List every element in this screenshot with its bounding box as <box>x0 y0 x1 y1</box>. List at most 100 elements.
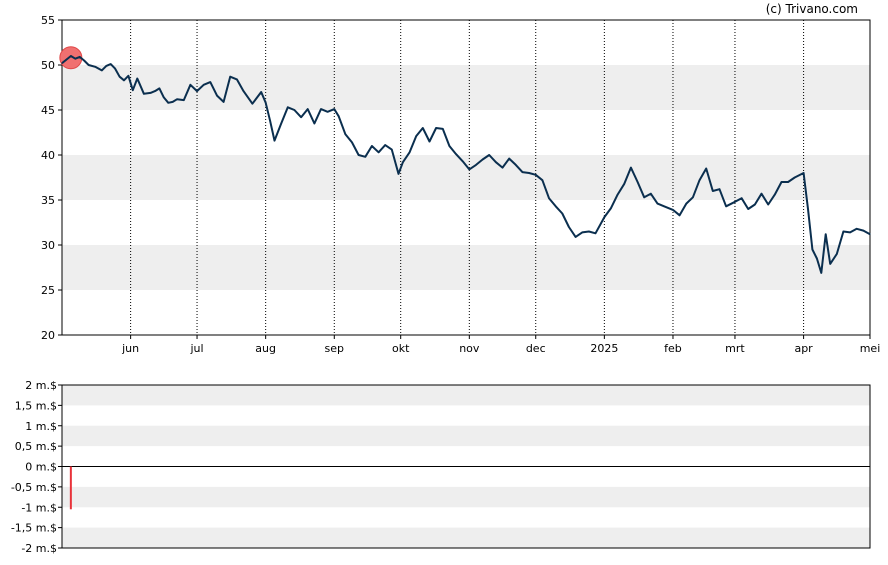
price-data-point <box>189 84 191 86</box>
price-data-point <box>617 194 619 196</box>
y-tick-label: 30 <box>41 239 55 252</box>
y-tick-label: 50 <box>41 59 55 72</box>
price-data-point <box>176 98 178 100</box>
x-tick-label: 2025 <box>590 342 618 355</box>
price-data-point <box>172 101 174 103</box>
price-data-point <box>495 161 497 163</box>
price-data-point <box>428 140 431 143</box>
price-data-point <box>307 108 309 110</box>
x-tick-label: aug <box>255 342 276 355</box>
price-data-point <box>692 196 694 198</box>
price-data-point <box>280 122 282 125</box>
price-data-point <box>774 194 776 196</box>
price-data-point <box>643 196 645 198</box>
price-data-point <box>242 90 245 92</box>
price-data-point <box>377 151 380 153</box>
y-tick-label: 55 <box>41 14 55 27</box>
price-data-point <box>127 75 130 77</box>
price-data-point <box>167 102 169 104</box>
price-data-point <box>209 81 211 83</box>
price-data-point <box>568 226 570 228</box>
price-data-point <box>384 144 386 146</box>
price-data-point <box>260 91 262 93</box>
price-data-point <box>101 69 103 71</box>
price-data-point <box>856 228 858 230</box>
x-tick-label: dec <box>526 342 546 355</box>
price-data-point <box>802 172 805 174</box>
price-data-point <box>269 120 271 122</box>
price-data-point <box>734 201 736 203</box>
price-data-point <box>515 164 517 166</box>
price-data-point <box>555 205 557 207</box>
price-data-point <box>118 76 121 78</box>
price-data-point <box>630 167 632 169</box>
y-tick-label: 35 <box>41 194 55 207</box>
price-data-point <box>327 111 329 113</box>
price-data-point <box>287 106 289 108</box>
volume-y-tick-label: 0,5 m.$ <box>15 440 57 453</box>
price-data-point <box>105 65 107 67</box>
volume-band-2 <box>62 486 870 508</box>
price-data-point <box>223 101 225 103</box>
price-data-point <box>114 68 116 70</box>
price-band-2 <box>62 245 870 290</box>
price-data-point <box>455 153 457 155</box>
price-data-point <box>300 116 302 118</box>
price-data-point <box>79 56 81 58</box>
x-tick-label: sep <box>325 342 344 355</box>
x-tick-label: mrt <box>725 342 745 355</box>
price-data-point <box>521 171 524 173</box>
price-data-point <box>83 59 85 62</box>
price-data-point <box>760 193 763 195</box>
price-data-point <box>87 64 90 66</box>
price-data-point <box>656 203 659 205</box>
price-data-point <box>358 154 360 156</box>
price-data-point <box>603 216 605 218</box>
y-tick-label: 20 <box>41 329 55 342</box>
price-data-point <box>663 205 665 207</box>
price-data-point <box>672 209 674 211</box>
price-data-point <box>528 172 530 174</box>
price-data-point <box>820 272 822 274</box>
price-data-point <box>807 208 809 210</box>
price-band-1 <box>62 155 870 200</box>
volume-band-1 <box>62 425 870 447</box>
price-data-point <box>183 99 185 101</box>
price-data-point <box>836 253 838 255</box>
price-data-point <box>123 79 125 81</box>
price-data-point <box>229 76 231 78</box>
price-data-point <box>725 205 727 207</box>
volume-y-tick-label: -1,5 m.$ <box>11 522 57 535</box>
price-data-point <box>143 93 145 95</box>
price-data-point <box>829 263 831 265</box>
price-data-point <box>351 141 353 143</box>
price-data-point <box>754 203 756 206</box>
volume-y-tick-label: -0,5 m.$ <box>11 481 57 494</box>
price-data-point <box>364 156 366 158</box>
volume-band-0 <box>62 385 870 406</box>
price-data-point <box>588 230 590 233</box>
price-data-point <box>594 232 597 234</box>
price-data-point <box>158 87 161 89</box>
price-data-point <box>110 63 112 65</box>
price-data-point <box>408 151 411 153</box>
price-data-point <box>712 190 714 192</box>
price-data-point <box>462 160 464 162</box>
volume-y-tick-label: -1 m.$ <box>21 501 57 514</box>
volume-plot-frame <box>61 384 871 549</box>
price-data-point <box>203 84 205 86</box>
price-data-point <box>482 158 484 161</box>
y-tick-label: 25 <box>41 284 55 297</box>
y-tick-label: 40 <box>41 149 55 162</box>
price-data-point <box>132 89 134 91</box>
price-data-point <box>842 230 845 233</box>
price-data-point <box>679 214 681 216</box>
x-tick-label: feb <box>664 342 682 355</box>
x-tick-label: jul <box>189 342 203 355</box>
price-data-point <box>61 62 63 64</box>
price-data-point <box>435 127 437 129</box>
price-data-point <box>541 179 543 181</box>
price-data-point <box>610 207 612 209</box>
price-data-point <box>787 181 789 183</box>
price-data-point <box>74 58 76 60</box>
